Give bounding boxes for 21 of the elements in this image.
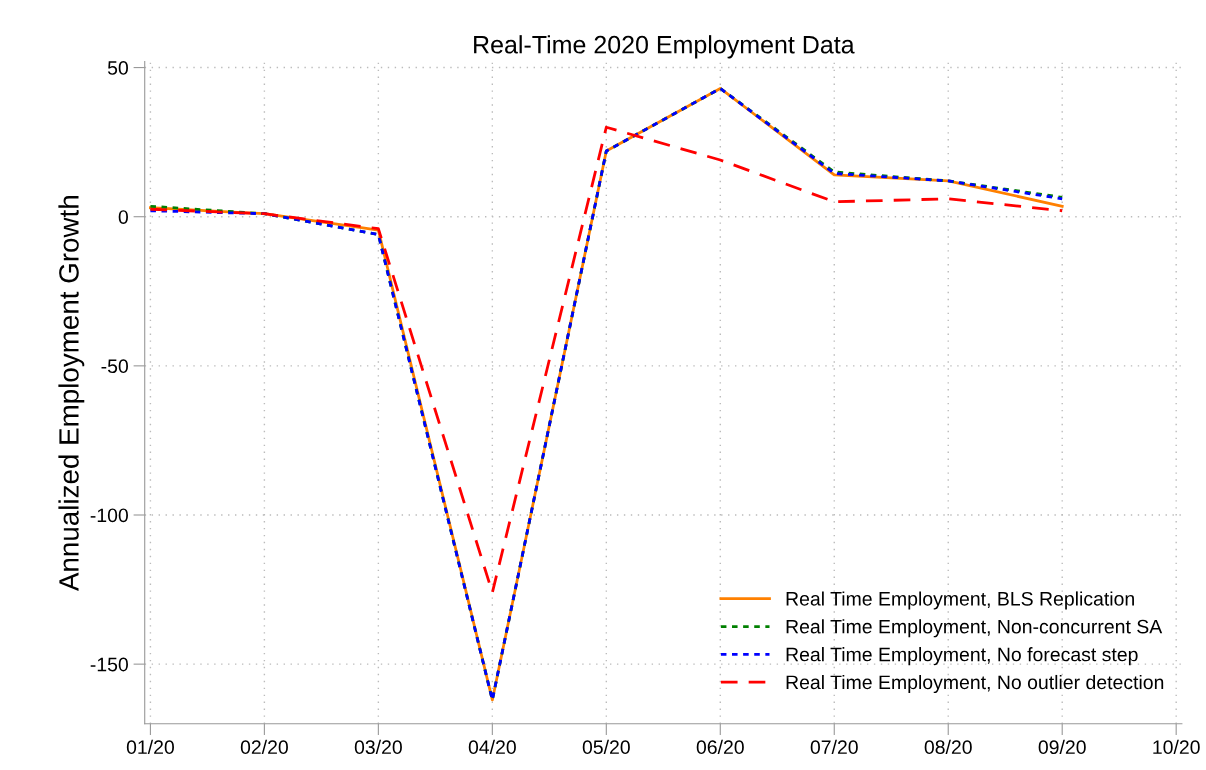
legend-label: Real Time Employment, No outlier detection bbox=[786, 674, 1164, 694]
x-tick-label: 02/20 bbox=[240, 739, 288, 755]
x-tick-label: 08/20 bbox=[924, 739, 972, 755]
legend-label: Real Time Employment, No forecast step bbox=[786, 647, 1138, 666]
y-axis-title: Annualized Employment Growth bbox=[58, 196, 85, 592]
y-tick-label: -50 bbox=[101, 359, 128, 374]
chart-title: Real-Time 2020 Employment Data bbox=[474, 35, 855, 59]
x-tick-label: 09/20 bbox=[1038, 739, 1086, 755]
legend-label: Real Time Employment, Non-concurrent SA bbox=[786, 619, 1163, 638]
y-tick-label: -150 bbox=[90, 657, 128, 672]
x-tick-label: 10/20 bbox=[1153, 739, 1200, 755]
x-tick-label: 03/20 bbox=[354, 739, 402, 755]
y-tick-label: -100 bbox=[90, 508, 128, 523]
x-tick-label: 05/20 bbox=[582, 739, 630, 755]
y-tick-label: 50 bbox=[107, 61, 128, 75]
x-tick-label: 07/20 bbox=[810, 739, 858, 755]
x-tick-label: 01/20 bbox=[126, 739, 174, 755]
x-tick-label: 04/20 bbox=[468, 739, 516, 755]
y-tick-label: 0 bbox=[118, 210, 128, 224]
x-tick-label: 06/20 bbox=[696, 739, 744, 755]
legend-label: Real Time Employment, BLS Replication bbox=[786, 591, 1134, 610]
